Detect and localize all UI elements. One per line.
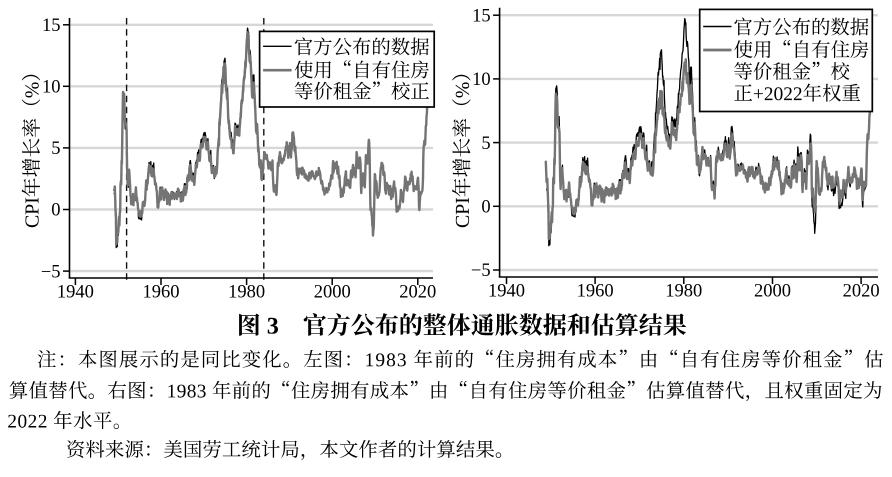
svg-text:1940: 1940 bbox=[57, 283, 94, 303]
svg-text:10: 10 bbox=[42, 78, 61, 98]
svg-text:−5: −5 bbox=[41, 262, 61, 282]
svg-text:1960: 1960 bbox=[143, 283, 180, 303]
svg-text:10: 10 bbox=[472, 70, 491, 90]
svg-text:2020: 2020 bbox=[843, 282, 880, 302]
svg-text:2000: 2000 bbox=[314, 283, 351, 303]
svg-text:1980: 1980 bbox=[228, 283, 265, 303]
svg-text:1980: 1980 bbox=[665, 282, 702, 302]
svg-text:5: 5 bbox=[51, 139, 60, 159]
svg-text:1960: 1960 bbox=[577, 282, 614, 302]
svg-text:2000: 2000 bbox=[754, 282, 791, 302]
svg-text:1940: 1940 bbox=[488, 282, 525, 302]
svg-text:15: 15 bbox=[42, 16, 61, 36]
svg-text:0: 0 bbox=[481, 198, 490, 218]
svg-text:15: 15 bbox=[472, 6, 491, 26]
svg-text:2020: 2020 bbox=[399, 283, 436, 303]
svg-text:−5: −5 bbox=[471, 261, 491, 281]
svg-text:0: 0 bbox=[51, 201, 60, 221]
svg-text:5: 5 bbox=[481, 134, 490, 154]
